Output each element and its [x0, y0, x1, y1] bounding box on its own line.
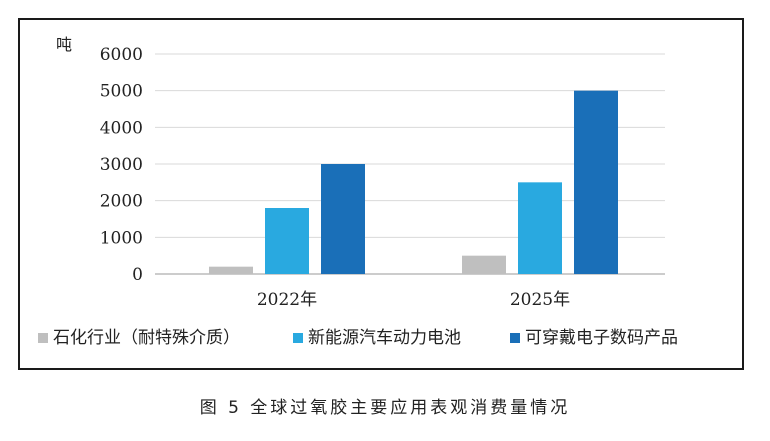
legend-swatch: [38, 333, 48, 343]
legend-label: 石化行业（耐特殊介质）: [53, 328, 240, 348]
bar: [265, 208, 309, 274]
y-tick-label: 0: [132, 265, 143, 285]
legend-label: 新能源汽车动力电池: [308, 328, 461, 348]
x-tick-label: 2025年: [510, 290, 570, 310]
legend: 石化行业（耐特殊介质） 新能源汽车动力电池 可穿戴电子数码产品: [38, 328, 678, 348]
bars: [209, 90, 618, 275]
legend-swatch: [293, 333, 303, 343]
bar: [209, 266, 253, 274]
y-tick-label: 6000: [100, 45, 143, 65]
y-axis-label: 吨: [56, 35, 72, 54]
y-tick-label: 4000: [100, 118, 143, 138]
bar: [462, 255, 506, 274]
legend-label: 可穿戴电子数码产品: [525, 328, 678, 348]
x-tick-labels: 2022年 2025年: [257, 290, 570, 310]
y-tick-label: 2000: [100, 192, 143, 212]
y-tick-label: 3000: [100, 155, 143, 175]
chart-frame: [18, 18, 744, 370]
y-tick-label: 1000: [100, 228, 143, 248]
y-tick-labels: 0 1000 2000 3000 4000 5000 6000: [100, 45, 143, 285]
x-tick-label: 2022年: [257, 290, 317, 310]
figure-caption: 图 5 全球过氧胶主要应用表观消费量情况: [199, 398, 571, 418]
y-tick-label: 5000: [100, 82, 143, 102]
bar: [321, 164, 365, 274]
legend-swatch: [510, 333, 520, 343]
bar: [574, 90, 618, 275]
bar: [518, 182, 562, 274]
